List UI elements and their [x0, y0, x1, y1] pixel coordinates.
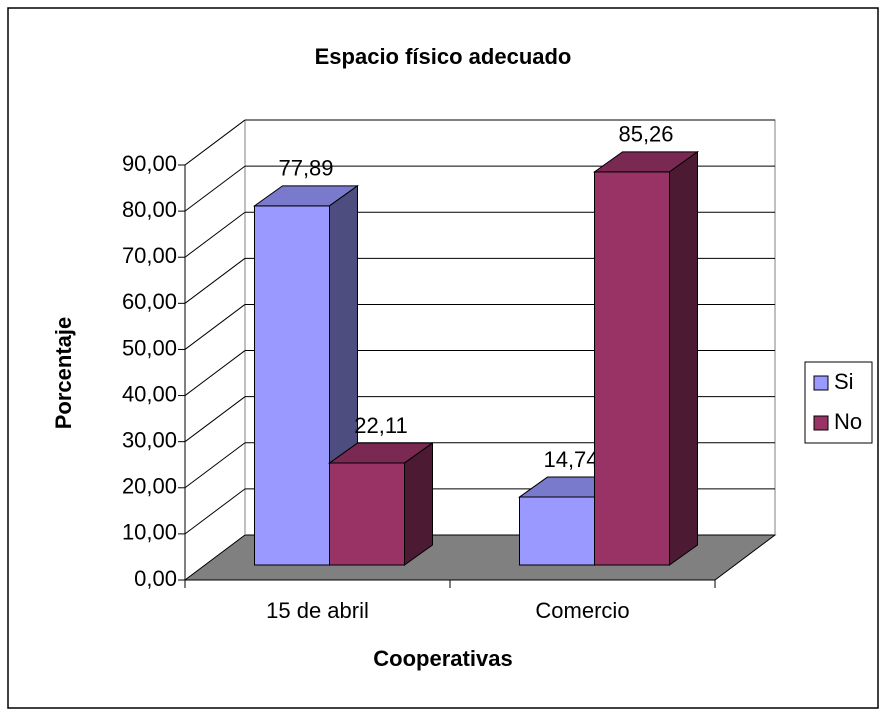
- chart-title: Espacio físico adecuado: [315, 44, 572, 69]
- y-axis-label: Porcentaje: [51, 317, 76, 430]
- value-label: 85,26: [618, 122, 673, 147]
- bar-front: [519, 496, 595, 566]
- bar-side: [404, 442, 433, 566]
- grid-line-side: [184, 165, 246, 212]
- y-tick-label: 50,00: [122, 335, 177, 360]
- y-tick-label: 80,00: [122, 197, 177, 222]
- y-tick-label: 70,00: [122, 243, 177, 268]
- chart-border: [7, 7, 879, 709]
- y-tick-label: 90,00: [122, 151, 177, 176]
- grid-line-side: [184, 350, 246, 396]
- x-tick-label: Comercio: [535, 598, 629, 623]
- legend-swatch: [813, 375, 829, 391]
- grid-line-side: [184, 304, 246, 350]
- y-tick-label: 0,00: [134, 566, 177, 591]
- bar-front: [254, 205, 330, 566]
- grid-line-side: [184, 488, 246, 535]
- bar-front: [594, 171, 670, 566]
- y-tick-label: 10,00: [122, 520, 177, 545]
- grid-line-side: [184, 211, 246, 258]
- bar-side: [669, 150, 698, 566]
- value-label: 77,89: [278, 156, 333, 181]
- legend-label: Si: [834, 369, 854, 394]
- y-tick-label: 40,00: [122, 381, 177, 406]
- grid-line-side: [184, 119, 246, 166]
- y-tick-label: 30,00: [122, 427, 177, 452]
- grid-line-side: [184, 257, 246, 304]
- x-tick-label: 15 de abril: [266, 598, 369, 623]
- legend-swatch: [813, 415, 829, 431]
- bar-front: [329, 462, 405, 566]
- y-tick-label: 20,00: [122, 474, 177, 499]
- value-label: 22,11: [354, 413, 407, 438]
- y-tick-label: 60,00: [122, 289, 177, 314]
- x-axis-label: Cooperativas: [373, 646, 512, 671]
- grid-line-side: [184, 442, 246, 489]
- value-label: 14,74: [543, 447, 598, 472]
- legend-label: No: [834, 409, 862, 434]
- grid-line-side: [184, 396, 246, 443]
